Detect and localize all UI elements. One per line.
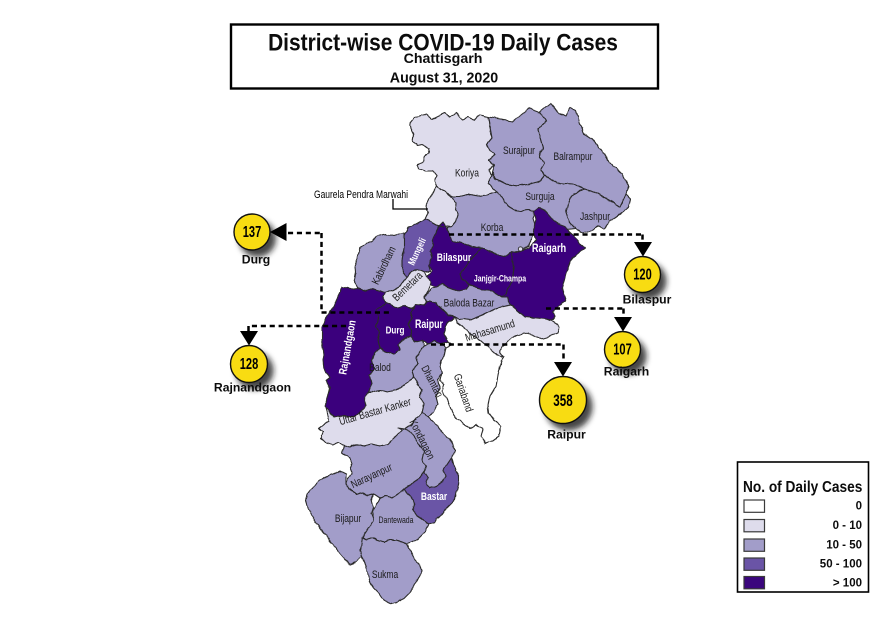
svg-text:Raigarh: Raigarh (604, 364, 649, 378)
svg-text:Balrampur: Balrampur (553, 151, 593, 163)
svg-text:Raipur: Raipur (415, 319, 443, 331)
svg-text:Raigarh: Raigarh (532, 242, 566, 255)
svg-text:107: 107 (613, 341, 631, 358)
svg-text:No. of Daily Cases: No. of Daily Cases (743, 479, 862, 496)
svg-text:Durg: Durg (386, 325, 405, 336)
svg-text:128: 128 (240, 355, 259, 372)
svg-text:Koriya: Koriya (455, 168, 479, 180)
svg-text:Bilaspur: Bilaspur (437, 252, 472, 264)
svg-text:Bijapur: Bijapur (335, 513, 362, 525)
svg-text:Sukma: Sukma (372, 569, 399, 581)
svg-text:120: 120 (633, 266, 651, 283)
svg-text:Surguja: Surguja (525, 191, 555, 203)
svg-text:0 - 10: 0 - 10 (833, 520, 862, 532)
svg-text:August 31, 2020: August 31, 2020 (390, 70, 498, 86)
svg-text:10 - 50: 10 - 50 (826, 540, 862, 552)
svg-text:50 - 100: 50 - 100 (820, 559, 862, 571)
svg-text:> 100: > 100 (833, 578, 862, 590)
svg-text:Chattisgarh: Chattisgarh (404, 51, 483, 67)
svg-text:Dantewada: Dantewada (379, 515, 414, 525)
svg-text:Bilaspur: Bilaspur (623, 292, 672, 306)
svg-text:Durg: Durg (242, 253, 270, 267)
svg-text:Janjgir-Champa: Janjgir-Champa (474, 274, 527, 284)
svg-text:Gaurela Pendra Marwahi: Gaurela Pendra Marwahi (314, 189, 408, 201)
svg-text:Surajpur: Surajpur (503, 145, 536, 157)
svg-text:Raipur: Raipur (547, 428, 586, 442)
svg-text:Jashpur: Jashpur (580, 211, 611, 223)
svg-text:358: 358 (553, 392, 572, 411)
svg-text:District-wise COVID-19 Daily C: District-wise COVID-19 Daily Cases (268, 29, 618, 56)
svg-text:Baloda Bazar: Baloda Bazar (444, 298, 495, 310)
svg-text:0: 0 (856, 501, 862, 513)
svg-text:Bastar: Bastar (421, 491, 447, 503)
svg-text:Balod: Balod (369, 362, 391, 374)
svg-text:Korba: Korba (481, 222, 504, 234)
svg-text:137: 137 (243, 223, 261, 240)
svg-text:Rajnandgaon: Rajnandgaon (214, 381, 291, 395)
